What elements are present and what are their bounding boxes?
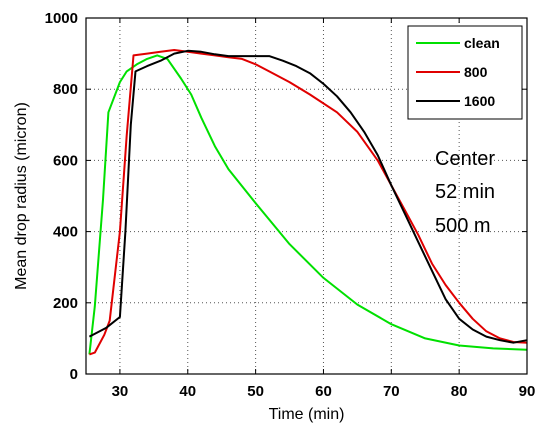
annotation-location: Center (435, 148, 495, 170)
x-tick-label: 50 (247, 383, 264, 400)
axis-ticks: 30 40 50 60 70 80 90 0 200 400 600 800 1000 (45, 10, 536, 400)
x-tick-label: 90 (519, 383, 536, 400)
series-line-1600 (88, 49, 528, 344)
x-tick-label: 80 (451, 383, 468, 400)
y-tick-label: 800 (53, 81, 78, 98)
legend-label-1600: 1600 (464, 93, 495, 109)
y-axis-label: Mean drop radius (micron) (13, 102, 30, 290)
series-line-800 (89, 49, 528, 356)
annotation-block: Center 52 min 500 m (435, 148, 495, 237)
x-tick-label: 40 (179, 383, 196, 400)
y-tick-label: 0 (70, 366, 78, 383)
series-line-clean (88, 54, 528, 355)
x-tick-label: 60 (315, 383, 332, 400)
x-axis-label: Time (min) (269, 406, 345, 423)
y-tick-label: 200 (53, 295, 78, 312)
legend-label-clean: clean (464, 35, 500, 51)
y-tick-label: 600 (53, 152, 78, 169)
legend-label-800: 800 (464, 64, 488, 80)
y-tick-label: 1000 (45, 10, 78, 27)
series-lines (88, 49, 528, 356)
plot-frame (85, 17, 528, 375)
x-tick-label: 30 (112, 383, 129, 400)
y-tick-label: 400 (53, 224, 78, 241)
x-tick-label: 70 (383, 383, 400, 400)
legend: clean 800 1600 (407, 25, 523, 120)
annotation-height: 500 m (435, 215, 491, 237)
annotation-time: 52 min (435, 181, 495, 203)
